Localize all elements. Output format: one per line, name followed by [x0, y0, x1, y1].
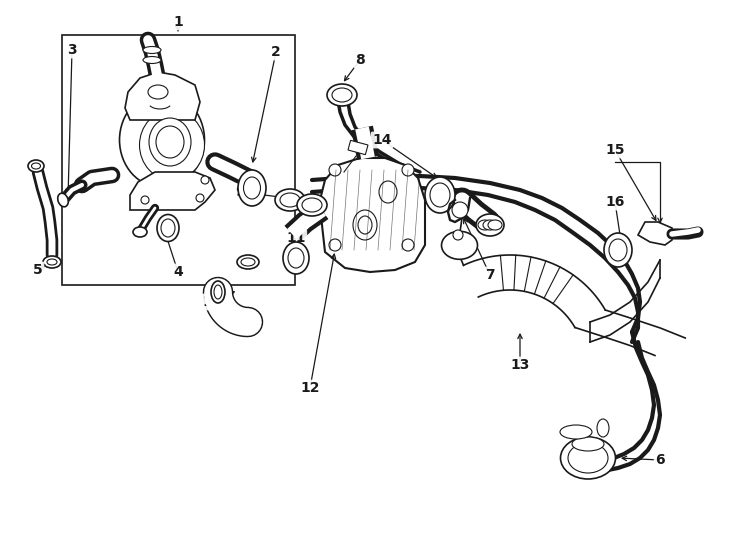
- Text: 2: 2: [271, 45, 281, 59]
- Ellipse shape: [237, 255, 259, 269]
- Text: 7: 7: [485, 268, 495, 282]
- Ellipse shape: [488, 220, 502, 230]
- Ellipse shape: [148, 85, 168, 99]
- Text: 1: 1: [173, 15, 183, 29]
- Polygon shape: [125, 72, 200, 120]
- Ellipse shape: [133, 227, 147, 237]
- Ellipse shape: [241, 258, 255, 266]
- Ellipse shape: [604, 233, 632, 267]
- Text: 9: 9: [235, 185, 245, 199]
- Ellipse shape: [379, 181, 397, 203]
- Ellipse shape: [120, 92, 205, 187]
- Ellipse shape: [47, 259, 57, 265]
- Ellipse shape: [561, 437, 616, 479]
- Ellipse shape: [275, 189, 305, 211]
- Ellipse shape: [609, 239, 627, 261]
- Ellipse shape: [442, 231, 478, 259]
- Text: 16: 16: [606, 195, 625, 209]
- Ellipse shape: [425, 177, 455, 213]
- Circle shape: [329, 164, 341, 176]
- Text: 8: 8: [355, 53, 365, 67]
- Text: 12: 12: [300, 381, 320, 395]
- Ellipse shape: [297, 194, 327, 216]
- Bar: [62, 35, 295, 285]
- Ellipse shape: [327, 84, 357, 106]
- Ellipse shape: [143, 46, 161, 53]
- Ellipse shape: [211, 281, 225, 303]
- Ellipse shape: [353, 210, 377, 240]
- Circle shape: [452, 202, 468, 218]
- Ellipse shape: [280, 193, 300, 207]
- Bar: [348, 140, 368, 154]
- Ellipse shape: [483, 220, 497, 230]
- Text: 14: 14: [372, 133, 392, 147]
- Ellipse shape: [214, 285, 222, 299]
- Ellipse shape: [568, 443, 608, 473]
- Circle shape: [402, 239, 414, 251]
- Circle shape: [329, 239, 341, 251]
- Ellipse shape: [157, 214, 179, 241]
- Ellipse shape: [560, 425, 592, 439]
- Ellipse shape: [476, 214, 504, 236]
- Ellipse shape: [149, 118, 191, 166]
- Polygon shape: [320, 158, 425, 272]
- Ellipse shape: [478, 220, 492, 230]
- Ellipse shape: [332, 88, 352, 102]
- Ellipse shape: [283, 242, 309, 274]
- Circle shape: [453, 230, 463, 240]
- Ellipse shape: [156, 126, 184, 158]
- Ellipse shape: [358, 216, 372, 234]
- Ellipse shape: [597, 419, 609, 437]
- Ellipse shape: [288, 248, 304, 268]
- Text: 15: 15: [606, 143, 625, 157]
- Polygon shape: [638, 222, 672, 245]
- Text: 11: 11: [286, 231, 306, 245]
- Ellipse shape: [302, 198, 322, 212]
- Ellipse shape: [28, 160, 44, 172]
- Text: 4: 4: [173, 265, 183, 279]
- Ellipse shape: [143, 57, 161, 64]
- Ellipse shape: [238, 170, 266, 206]
- Text: 6: 6: [655, 453, 665, 467]
- Ellipse shape: [244, 177, 261, 199]
- Text: 3: 3: [68, 43, 77, 57]
- Ellipse shape: [430, 183, 450, 207]
- Ellipse shape: [572, 437, 604, 451]
- Ellipse shape: [139, 110, 205, 180]
- Circle shape: [402, 164, 414, 176]
- Circle shape: [201, 176, 209, 184]
- Text: 13: 13: [510, 358, 530, 372]
- Polygon shape: [130, 172, 215, 210]
- Circle shape: [141, 196, 149, 204]
- Text: 5: 5: [33, 263, 43, 277]
- Ellipse shape: [43, 256, 61, 268]
- Ellipse shape: [161, 219, 175, 237]
- Ellipse shape: [32, 163, 40, 169]
- Circle shape: [196, 194, 204, 202]
- Ellipse shape: [58, 193, 68, 207]
- Text: 10: 10: [203, 295, 222, 309]
